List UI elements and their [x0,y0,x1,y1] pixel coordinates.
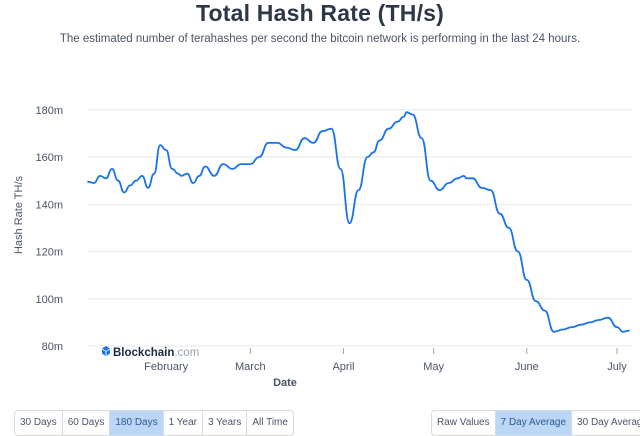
x-tick-label: April [332,361,354,373]
watermark-brand: Blockchain [113,347,174,359]
hash-rate-chart: 80m 100m 120m 140m 160m 180m February March Apr… [13,105,632,389]
range-3-years-button[interactable]: 3 Years [203,411,248,435]
y-tick-label: 180m [35,105,63,117]
x-tick-label: June [515,361,539,373]
svg-text:Blockchain.com: Blockchain.com [113,347,199,359]
range-1-year-button[interactable]: 1 Year [164,411,203,435]
x-tick-label: March [235,361,266,373]
x-axis-label: Date [273,377,297,389]
x-tick-label: February [144,361,189,373]
x-tick-label: May [423,361,444,373]
y-tick-label: 140m [35,199,63,211]
y-tick-label: 160m [35,152,63,164]
thirty-day-average-button[interactable]: 30 Day Average [577,417,640,428]
gridlines [88,109,632,347]
range-180-days-button[interactable]: 180 Days [110,411,164,435]
seven-day-average-button[interactable]: 7 Day Average [495,411,573,435]
range-all-time-button[interactable]: All Time [252,417,288,428]
average-selector: Raw Values 7 Day Average 30 Day Average [431,410,640,436]
hash-rate-series-line [87,111,630,333]
chart-subtitle: The estimated number of terahashes per s… [59,33,581,45]
blockchain-logo-icon [102,346,110,356]
chart-title: Total Hash Rate (TH/s) [195,0,445,26]
raw-values-button[interactable]: Raw Values [432,411,496,435]
blockchain-watermark: Blockchain.com [102,346,199,359]
x-axis-ticks: February March April May June July [144,348,627,373]
y-tick-label: 80m [42,341,63,353]
y-axis-label: Hash Rate TH/s [13,175,25,254]
range-60-days-button[interactable]: 60 Days [63,411,111,435]
time-range-selector: 30 Days 60 Days 180 Days 1 Year 3 Years … [14,410,294,436]
x-tick-label: July [607,361,627,373]
y-axis-ticks: 80m 100m 120m 140m 160m 180m [35,105,63,353]
watermark-suffix: .com [174,347,199,359]
range-30-days-button[interactable]: 30 Days [15,411,63,435]
y-tick-label: 120m [35,247,63,259]
y-tick-label: 100m [35,294,63,306]
